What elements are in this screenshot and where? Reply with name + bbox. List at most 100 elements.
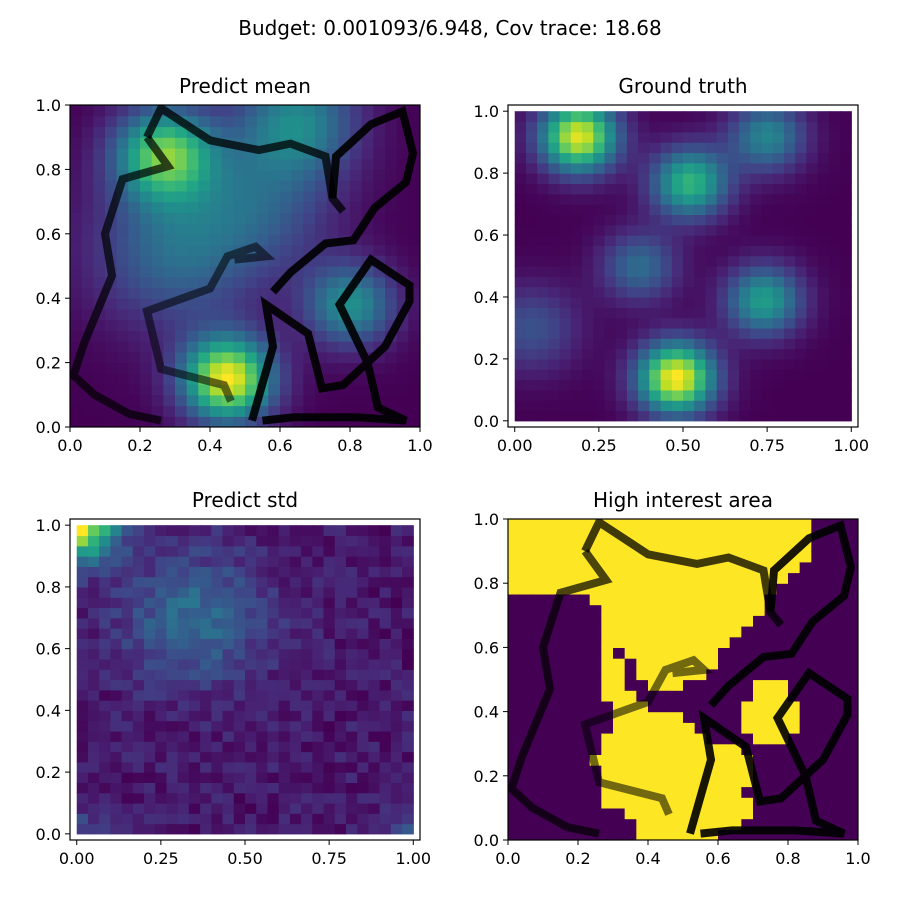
heatmap-cell <box>116 137 129 149</box>
heatmap-cell <box>589 743 602 755</box>
heatmap-cell <box>823 733 836 745</box>
heatmap-cell <box>834 561 847 574</box>
heatmap-cell <box>559 255 572 267</box>
heatmap-cell <box>531 561 544 574</box>
heatmap-cell <box>823 700 836 713</box>
heatmap-cell <box>256 566 269 578</box>
heatmap-cell <box>753 722 766 734</box>
heatmap-cell <box>593 348 606 360</box>
heatmap-cell <box>379 792 392 804</box>
heatmap-cell <box>578 765 591 777</box>
heatmap-cell <box>175 384 188 396</box>
heatmap-cell <box>806 327 819 339</box>
heatmap-cell <box>222 545 235 557</box>
heatmap-cell <box>582 204 594 215</box>
heatmap-cell <box>87 679 100 691</box>
heatmap-cell <box>402 648 414 660</box>
heatmap-cell <box>301 751 313 763</box>
x-tick-label: 0.50 <box>227 849 263 868</box>
heatmap-cell <box>326 298 339 310</box>
heatmap-cell <box>110 576 123 588</box>
heatmap-cell <box>175 233 188 246</box>
heatmap-cell <box>222 720 235 732</box>
heatmap-cell <box>578 519 591 531</box>
heatmap-cell <box>823 711 836 723</box>
heatmap-cell <box>198 276 211 289</box>
heatmap-cell <box>144 710 156 722</box>
heatmap-cell <box>396 147 409 160</box>
heatmap-cell <box>233 416 246 427</box>
heatmap-cell <box>840 338 852 350</box>
heatmap-cell <box>379 761 392 773</box>
heatmap-cell <box>140 384 153 396</box>
heatmap-cell <box>200 525 212 537</box>
heatmap-cell <box>87 720 100 732</box>
heatmap-cell <box>683 142 695 154</box>
heatmap-cell <box>624 583 637 595</box>
heatmap-cell <box>582 183 594 195</box>
heatmap-cell <box>188 730 201 742</box>
heatmap-cell <box>163 276 176 289</box>
heatmap-cell <box>334 576 347 588</box>
heatmap-cell <box>638 235 650 246</box>
heatmap-cell <box>188 586 201 598</box>
heatmap-cell <box>151 223 164 235</box>
heatmap-cell <box>93 115 106 128</box>
heatmap-cell <box>761 131 774 143</box>
heatmap-cell <box>626 111 639 123</box>
heatmap-cell <box>615 162 628 174</box>
heatmap-cell <box>211 658 224 670</box>
heatmap-cell <box>128 212 141 224</box>
heatmap-cell <box>76 700 89 711</box>
heatmap-cell <box>289 710 302 722</box>
heatmap-cell <box>289 525 302 537</box>
heatmap-cell <box>222 586 235 598</box>
heatmap-cell <box>788 765 801 777</box>
heatmap-cell <box>559 142 572 154</box>
heatmap-cell <box>739 162 751 174</box>
heatmap-cell <box>783 245 796 257</box>
heatmap-cell <box>683 647 696 659</box>
heatmap-cell <box>783 131 796 143</box>
heatmap-cell <box>163 266 176 278</box>
heatmap-cell <box>70 115 83 128</box>
heatmap-cell <box>379 751 392 763</box>
heatmap-cell <box>312 782 325 794</box>
heatmap-cell <box>683 733 696 745</box>
heatmap-cell <box>116 276 129 289</box>
heatmap-cell <box>110 525 123 537</box>
heatmap-cell <box>132 700 145 711</box>
heatmap-cell <box>186 384 199 396</box>
heatmap-cell <box>817 245 830 257</box>
heatmap-cell <box>788 593 801 606</box>
heatmap-cell <box>245 416 258 427</box>
heatmap-cell <box>93 416 106 427</box>
heatmap-cell <box>636 658 649 670</box>
heatmap-cell <box>368 710 381 722</box>
heatmap-cell <box>200 700 212 711</box>
heatmap-cell <box>817 348 830 360</box>
heatmap-cell <box>379 566 392 578</box>
heatmap-cell <box>604 173 617 185</box>
heatmap-cell <box>163 126 176 138</box>
heatmap-cell <box>116 147 129 160</box>
heatmap-cell <box>323 700 336 711</box>
heatmap-cell <box>350 212 363 224</box>
heatmap-cell <box>624 797 637 809</box>
heatmap-cell <box>514 142 527 154</box>
heatmap-cell <box>566 765 579 777</box>
heatmap-cell <box>390 710 403 722</box>
heatmap-cell <box>739 245 751 257</box>
heatmap-cell <box>268 384 281 396</box>
heatmap-cell <box>334 556 347 567</box>
heatmap-cell <box>659 647 672 659</box>
heatmap-cell <box>626 369 639 381</box>
heatmap-cell <box>175 308 188 321</box>
heatmap-cell <box>795 369 807 381</box>
heatmap-cell <box>525 255 538 267</box>
heatmap-cell <box>772 131 785 143</box>
heatmap-cell <box>175 147 188 160</box>
heatmap-cell <box>636 679 649 691</box>
heatmap-cell <box>396 405 409 417</box>
heatmap-cell <box>289 751 302 763</box>
